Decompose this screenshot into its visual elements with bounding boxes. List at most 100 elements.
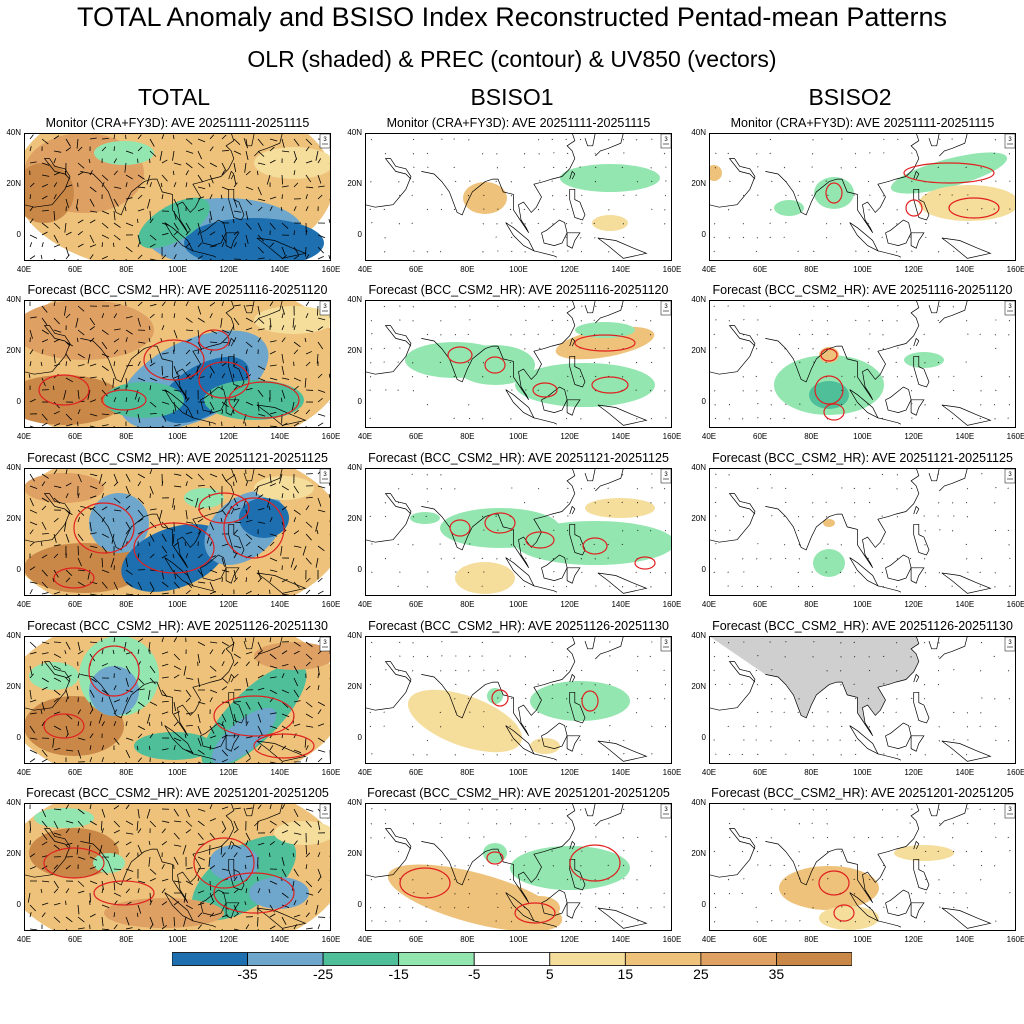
x-tick-label: 160E <box>662 768 682 777</box>
x-tick-label: 100E <box>168 265 187 274</box>
x-tick-label: 120E <box>560 935 579 944</box>
coastline <box>192 920 217 928</box>
y-tick-label: 0 <box>16 733 21 743</box>
map-panel: 3 <box>365 803 672 931</box>
y-tick-label: 40N <box>347 463 362 472</box>
x-tick-label: 160E <box>321 600 341 609</box>
prec-contour <box>88 645 140 697</box>
panel-title: Forecast (BCC_CSM2_HR): AVE 20251116-202… <box>27 283 328 297</box>
x-tick-label: 80E <box>119 768 134 777</box>
x-tick-label: 100E <box>168 935 187 944</box>
x-tick-label: 120E <box>560 265 579 274</box>
olr-shade <box>249 877 309 909</box>
x-tick-label: 80E <box>119 600 134 609</box>
x-tick-label: 160E <box>321 265 341 274</box>
prec-contour <box>447 346 473 364</box>
x-tick-label: 100E <box>853 600 872 609</box>
coastline <box>228 523 245 556</box>
x-tick-label: 60E <box>68 935 83 944</box>
y-tick-label: 40N <box>691 295 706 304</box>
olr-shade <box>24 300 154 360</box>
prec-contour <box>903 162 995 184</box>
panel-title: Forecast (BCC_CSM2_HR): AVE 20251126-202… <box>368 619 669 633</box>
olr-shade <box>530 681 630 721</box>
coastline <box>913 188 930 221</box>
x-tick-label: 120E <box>904 935 923 944</box>
prec-contour <box>213 695 295 737</box>
panel-title: Forecast (BCC_CSM2_HR): AVE 20251201-202… <box>711 786 1014 800</box>
olr-shade <box>890 152 1008 194</box>
panel-frame <box>365 636 672 764</box>
x-tick-label: 80E <box>460 432 475 441</box>
coastline <box>421 636 576 736</box>
x-tick-label: 160E <box>662 600 682 609</box>
x-tick-label: 120E <box>219 768 238 777</box>
coastline <box>765 468 920 568</box>
x-tick-label: 60E <box>753 768 768 777</box>
olr-shade <box>919 185 1016 221</box>
coastline <box>256 237 307 259</box>
map-panel: 3 <box>709 468 1016 596</box>
x-tick-label: 160E <box>1006 432 1024 441</box>
coastline <box>254 468 283 492</box>
colorbar-tick-label: -5 <box>467 966 481 982</box>
colorbar-box <box>624 952 702 966</box>
colorbar-box <box>398 952 475 966</box>
colorbar-tick-label: 35 <box>768 966 785 982</box>
coastline <box>192 585 217 593</box>
x-tick-label: 40E <box>357 432 373 441</box>
coastline <box>243 803 255 817</box>
prec-contour <box>814 375 844 405</box>
coastline <box>910 232 925 249</box>
prec-contour <box>484 512 516 534</box>
x-tick-label: 80E <box>460 935 475 944</box>
coastline <box>597 404 648 426</box>
x-tick-label: 80E <box>119 935 134 944</box>
coastline <box>939 636 968 660</box>
panel-frame <box>709 133 1016 261</box>
olr-shade <box>483 843 507 863</box>
y-tick-label: 40N <box>691 631 706 640</box>
y-tick-label: 0 <box>357 397 362 407</box>
olr-shade <box>823 519 835 527</box>
x-tick-label: 120E <box>904 600 923 609</box>
coastline <box>595 803 624 827</box>
coastline <box>569 840 576 850</box>
coastline <box>849 725 879 755</box>
coastline <box>541 889 568 916</box>
x-tick-label: 100E <box>168 768 187 777</box>
map-panel: 3 <box>709 133 1016 261</box>
panel-title: Monitor (CRA+FY3D): AVE 20251111-2025111… <box>730 116 995 130</box>
map-panel: 3 <box>709 636 1016 764</box>
prec-contour <box>905 199 923 217</box>
coastline <box>24 661 71 711</box>
coastline <box>597 907 648 929</box>
wind-vectors <box>713 808 1011 923</box>
coastline <box>192 417 217 425</box>
coastline <box>243 636 255 650</box>
olr-shade <box>274 821 331 845</box>
x-tick-label: 140E <box>955 432 975 441</box>
coastline <box>569 858 586 891</box>
coastline <box>566 735 581 752</box>
x-tick-label: 80E <box>460 265 475 274</box>
coastline <box>928 636 940 650</box>
panel-frame <box>365 468 672 596</box>
x-tick-label: 60E <box>753 432 768 441</box>
coastline <box>709 493 756 543</box>
coastline <box>928 300 940 314</box>
olr-shade <box>104 898 224 928</box>
y-tick-label: 40N <box>347 295 362 304</box>
y-tick-label: 0 <box>16 397 21 407</box>
x-tick-label: 140E <box>270 600 290 609</box>
coastline <box>225 232 240 249</box>
y-tick-label: 40N <box>691 128 706 137</box>
x-tick-label: 80E <box>804 935 819 944</box>
prec-contour <box>228 381 300 419</box>
coastline <box>928 133 940 147</box>
reference-vector-label: 3 <box>1008 137 1012 143</box>
colorbar-box <box>247 952 324 966</box>
y-tick-label: 40N <box>347 631 362 640</box>
olr-shade <box>94 141 154 165</box>
colorbar <box>172 952 852 966</box>
